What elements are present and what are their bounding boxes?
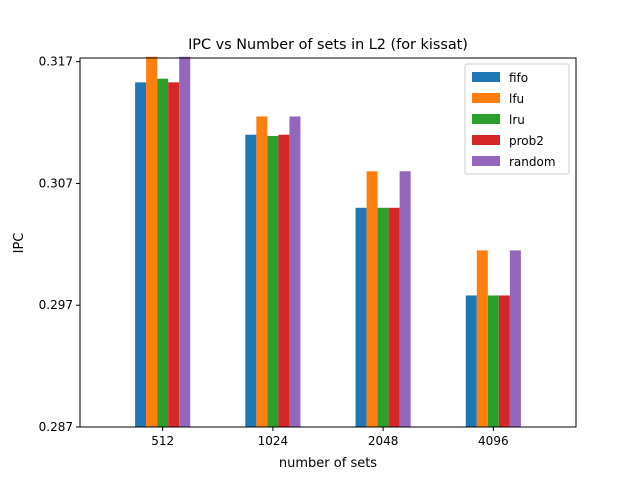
- legend-swatch-lru: [472, 114, 500, 124]
- chart-title: IPC vs Number of sets in L2 (for kissat): [188, 37, 468, 53]
- y-axis-label: IPC: [12, 233, 27, 254]
- bar-prob2-2048: [388, 207, 400, 427]
- bar-lru-4096: [487, 295, 499, 427]
- bar-prob2-512: [168, 82, 180, 428]
- bar-random-512: [179, 56, 191, 427]
- legend-swatch-prob2: [472, 135, 500, 145]
- bar-lfu-1024: [256, 116, 268, 428]
- x-tick-label: 1024: [258, 434, 289, 448]
- legend-label-prob2: prob2: [509, 134, 544, 148]
- legend-label-fifo: fifo: [509, 71, 528, 85]
- bar-random-2048: [399, 171, 411, 427]
- x-tick-label: 512: [151, 434, 174, 448]
- legend-label-random: random: [509, 155, 556, 169]
- bar-lru-2048: [377, 207, 389, 427]
- bar-fifo-2048: [355, 207, 367, 427]
- bar-lfu-4096: [476, 250, 488, 427]
- bar-fifo-1024: [245, 134, 257, 427]
- bar-random-1024: [289, 116, 301, 428]
- y-tick-label: 0.307: [39, 176, 73, 190]
- bar-lfu-2048: [366, 171, 378, 427]
- x-tick-label: 4096: [478, 434, 509, 448]
- plot-area-frame: [79, 57, 577, 428]
- legend-box: [464, 63, 570, 175]
- bar-random-4096: [509, 250, 521, 427]
- legend-label-lfu: lfu: [509, 92, 524, 106]
- legend-swatch-fifo: [472, 72, 500, 82]
- x-axis-ticks: 512 1024 2048 4096: [151, 427, 509, 448]
- legend-label-lru: lru: [509, 113, 525, 127]
- y-tick-label: 0.287: [39, 420, 73, 434]
- y-axis-ticks: 0.287 0.297 0.307 0.317: [39, 55, 80, 434]
- bar-fifo-512: [135, 82, 147, 428]
- legend-swatch-random: [472, 156, 500, 166]
- bars-layer: [135, 56, 521, 428]
- bar-prob2-4096: [498, 295, 510, 427]
- y-tick-label: 0.317: [39, 55, 73, 69]
- y-tick-label: 0.297: [39, 298, 73, 312]
- bar-lru-1024: [267, 135, 279, 427]
- bar-prob2-1024: [278, 134, 290, 427]
- x-axis-label: number of sets: [279, 456, 377, 471]
- bar-lru-512: [157, 78, 169, 427]
- legend: fifo lfu lru prob2 random: [464, 63, 570, 175]
- legend-swatch-lfu: [472, 93, 500, 103]
- x-tick-label: 2048: [368, 434, 399, 448]
- bar-fifo-4096: [465, 295, 477, 427]
- bar-lfu-512: [146, 56, 158, 427]
